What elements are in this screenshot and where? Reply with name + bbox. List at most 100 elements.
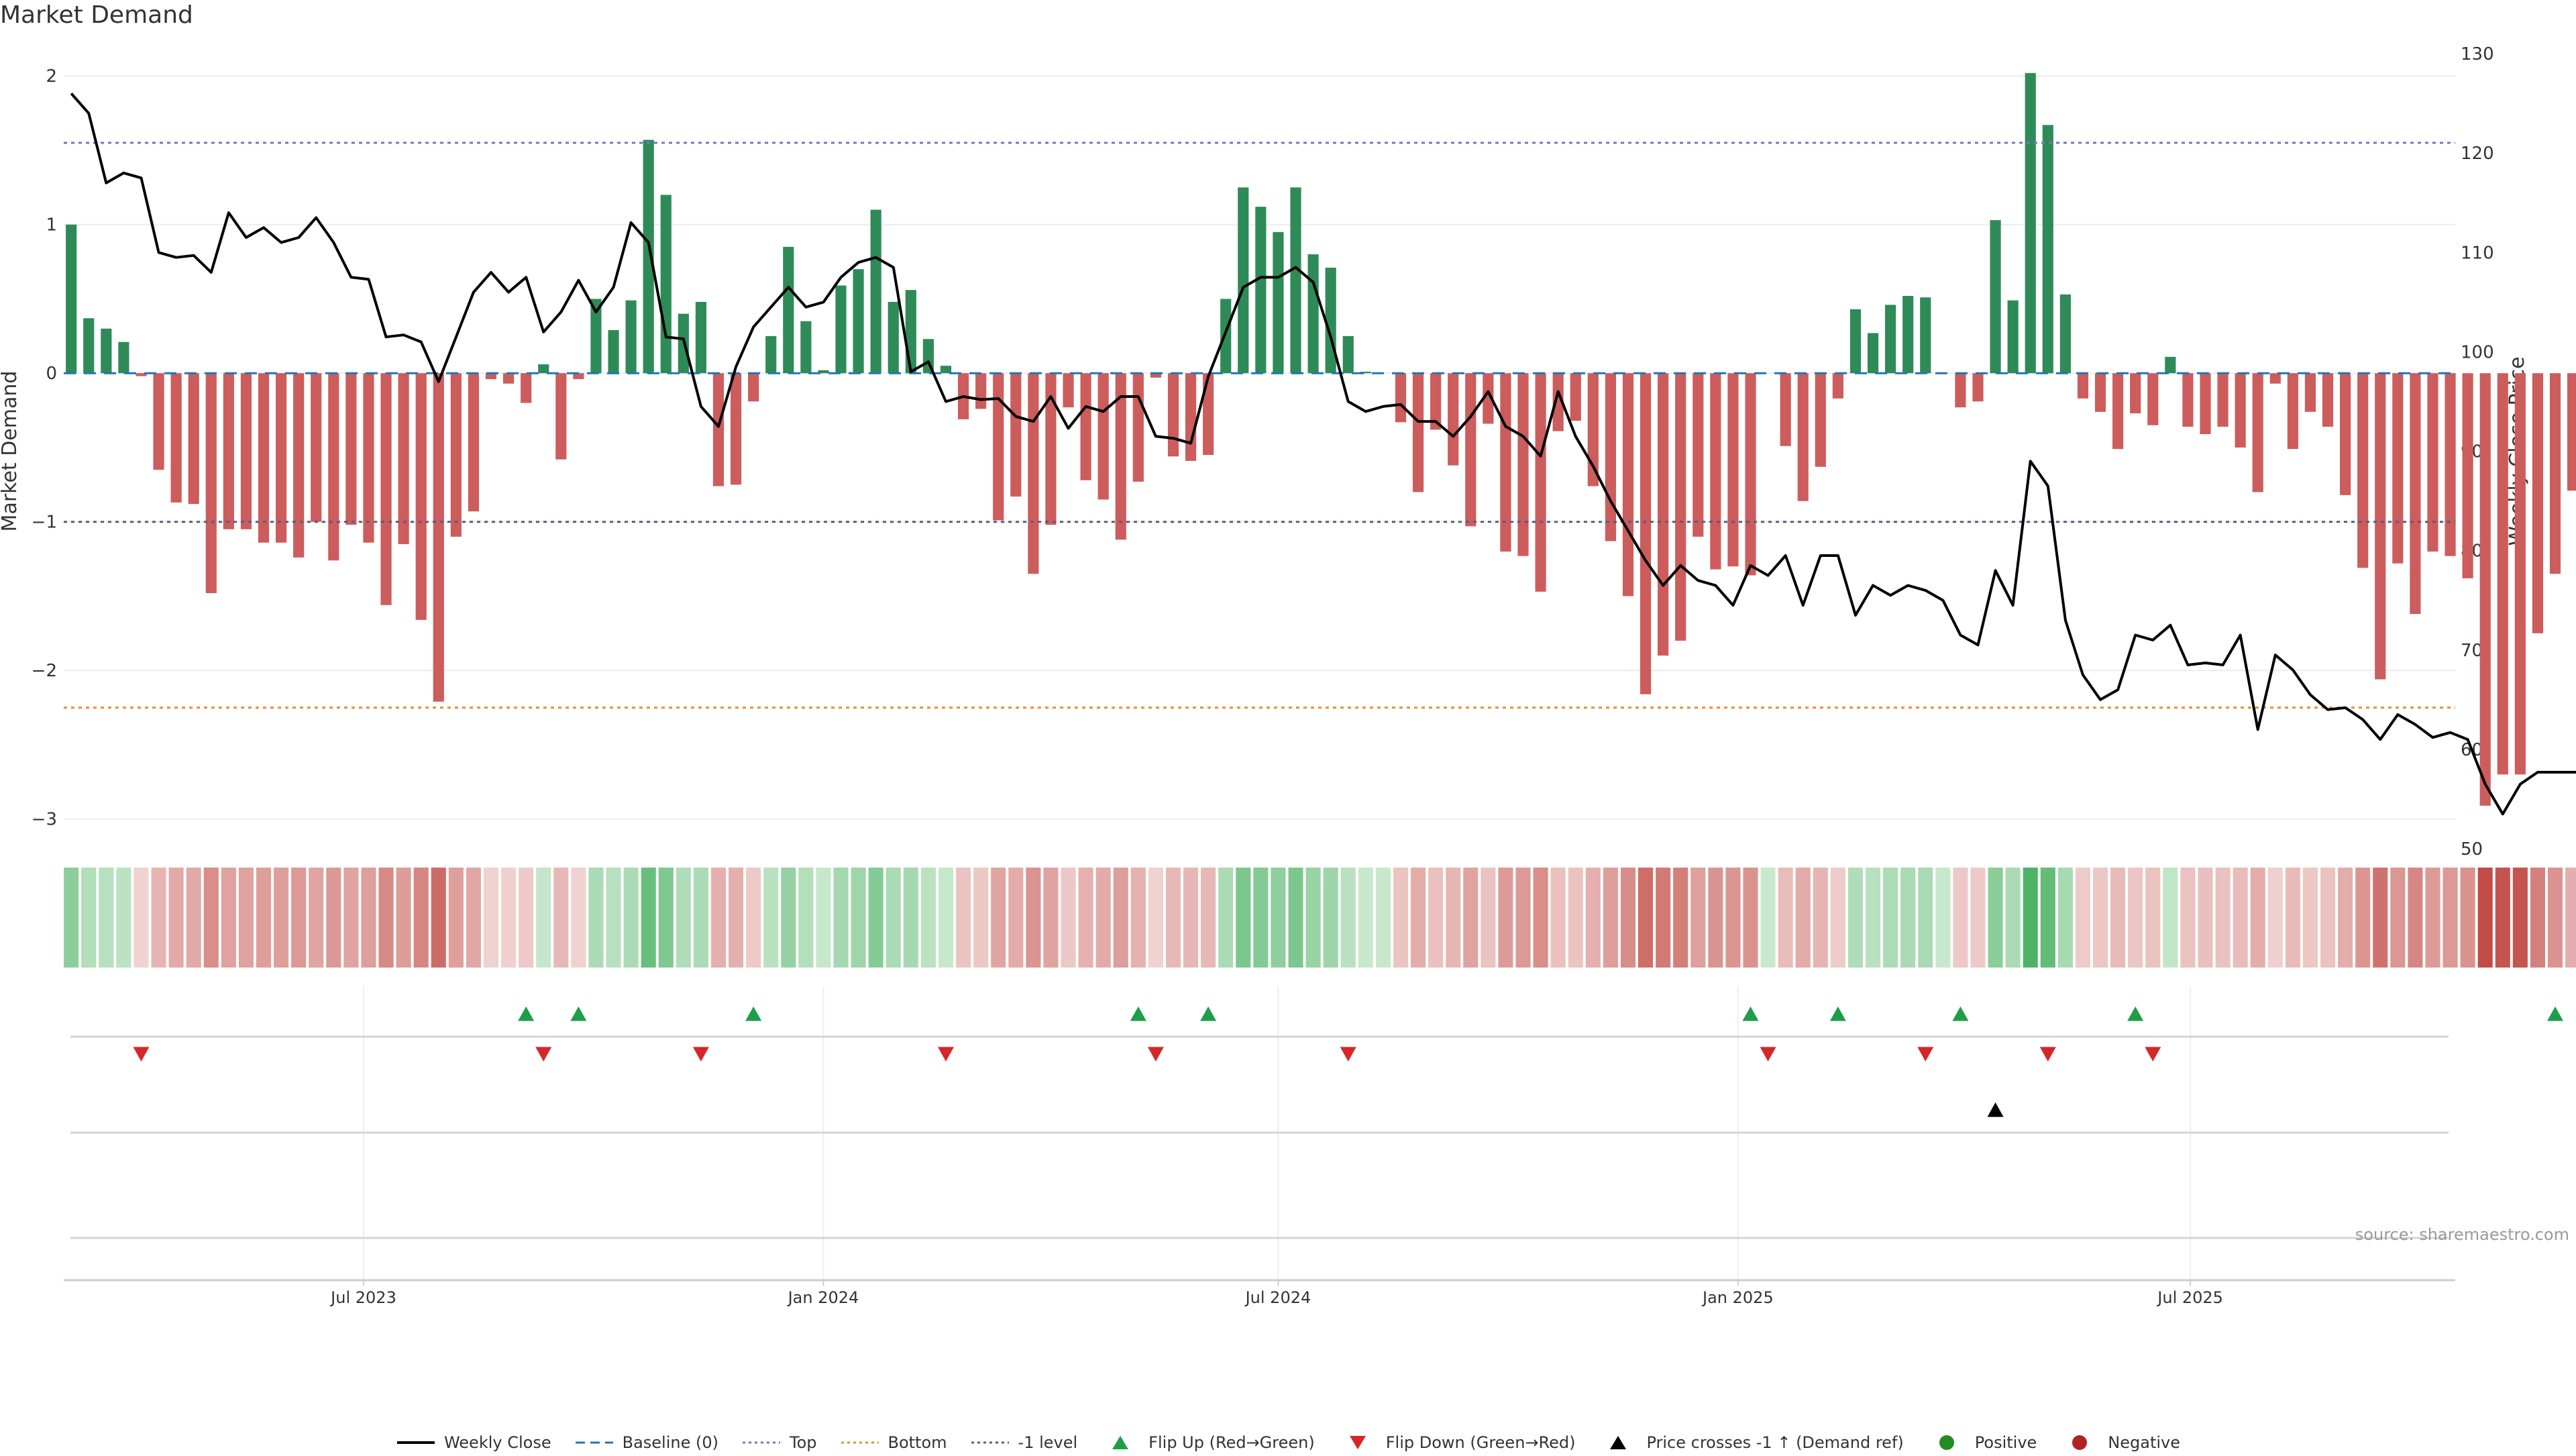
heat-cell	[1778, 868, 1793, 968]
price-cross-marker	[1987, 1102, 2004, 1117]
heat-cell	[1428, 868, 1444, 968]
heat-cell	[378, 868, 394, 968]
demand-bar-negative	[748, 373, 759, 402]
demand-bar-negative	[1167, 373, 1179, 457]
demand-bar-negative	[450, 373, 462, 537]
heat-cell	[1620, 868, 1636, 968]
heat-cell	[973, 868, 989, 968]
legend-symbol	[1939, 1435, 1954, 1450]
heat-cell	[1935, 868, 1951, 968]
heat-cell	[1043, 868, 1059, 968]
demand-bar-negative	[136, 373, 147, 376]
demand-bar-negative	[1203, 373, 1214, 456]
heat-cell	[1305, 868, 1321, 968]
demand-bar-negative	[2077, 373, 2089, 399]
right-tick-label: 110	[2461, 243, 2494, 263]
heat-cell	[2040, 868, 2055, 968]
demand-bar-negative	[1832, 373, 1843, 399]
heat-cell	[571, 868, 586, 968]
heat-cell	[536, 868, 551, 968]
flip-down-marker	[1340, 1047, 1356, 1061]
heat-cell	[81, 868, 97, 968]
left-tick-label: −1	[32, 513, 57, 533]
heat-cell	[2530, 868, 2545, 968]
demand-bar-negative	[415, 373, 427, 620]
demand-bar-negative	[2479, 373, 2491, 806]
heat-cell	[1323, 868, 1338, 968]
demand-bar-negative	[712, 373, 724, 486]
legend-item-top: Top	[741, 1433, 817, 1453]
demand-bar-negative	[240, 373, 252, 529]
demand-bar-positive	[835, 285, 847, 374]
demand-bar-negative	[521, 373, 532, 403]
flip-down-marker	[535, 1047, 552, 1061]
heat-cell	[588, 868, 604, 968]
demand-bar-negative	[433, 373, 444, 702]
heat-cell	[2233, 868, 2248, 968]
flip-up-marker	[1952, 1006, 1969, 1021]
right-tick-label: 50	[2461, 839, 2483, 860]
heat-cell	[501, 868, 517, 968]
demand-bar-negative	[1185, 373, 1197, 461]
heat-cell	[1253, 868, 1269, 968]
heat-cell	[1568, 868, 1583, 968]
demand-bar-positive	[1255, 207, 1267, 374]
legend-label: -1 level	[1018, 1433, 1078, 1452]
flip-up-marker	[1200, 1006, 1217, 1021]
demand-bar-negative	[1640, 373, 1652, 694]
flip-down-marker	[2039, 1047, 2056, 1061]
legend-swatch	[2072, 1435, 2088, 1450]
legend-label: Price crosses -1 ↑ (Demand ref)	[1646, 1433, 1904, 1452]
heat-cell	[151, 868, 166, 968]
demand-bar-negative	[2549, 373, 2561, 574]
heat-cell	[1988, 868, 2003, 968]
heat-cell	[2390, 868, 2406, 968]
demand-bar-negative	[1080, 373, 1091, 480]
heat-cell	[991, 868, 1006, 968]
legend-swatch	[396, 1441, 435, 1444]
demand-bar-negative	[1972, 373, 1984, 402]
heat-cell	[1795, 868, 1811, 968]
demand-bar-negative	[1465, 373, 1477, 527]
demand-bar-negative	[1693, 373, 1704, 537]
demand-bar-positive	[66, 224, 77, 374]
heat-cell	[203, 868, 219, 968]
demand-bar-positive	[1360, 372, 1371, 374]
demand-bar-negative	[2112, 373, 2124, 450]
demand-bar-negative	[2322, 373, 2334, 427]
demand-bar-positive	[853, 269, 864, 374]
demand-bar-positive	[1238, 187, 1249, 374]
heat-cell	[99, 868, 114, 968]
heat-cell	[693, 868, 708, 968]
legend-item-negative: Negative	[2059, 1433, 2180, 1453]
demand-bar-negative	[1500, 373, 1511, 552]
heat-cell	[1148, 868, 1163, 968]
left-tick-label: 0	[46, 364, 57, 384]
heat-cell	[2145, 868, 2161, 968]
demand-bar-positive	[800, 321, 812, 374]
demand-bar-negative	[1605, 373, 1616, 541]
demand-bar-positive	[940, 366, 952, 374]
x-tick-label: Jul 2025	[2156, 1288, 2223, 1307]
demand-bar-positive	[590, 299, 602, 374]
x-tick-label: Jul 2023	[329, 1288, 396, 1307]
demand-bar-negative	[1045, 373, 1057, 525]
demand-bar-negative	[2375, 373, 2386, 680]
demand-bar-negative	[1448, 373, 1459, 466]
heat-cell	[1375, 868, 1391, 968]
demand-bar-positive	[695, 301, 707, 374]
heat-cell	[606, 868, 621, 968]
heat-cell	[448, 868, 464, 968]
demand-bar-negative	[1675, 373, 1686, 641]
heat-cell	[2285, 868, 2300, 968]
legend-item-bottom: Bottom	[840, 1433, 947, 1453]
flip-up-marker	[745, 1006, 762, 1021]
heat-cell	[868, 868, 883, 968]
heat-cell	[1236, 868, 1251, 968]
heat-cell	[956, 868, 971, 968]
demand-bar-negative	[485, 373, 497, 380]
chart-title: Market Demand	[0, 1, 193, 29]
heat-cell	[1288, 868, 1303, 968]
demand-bar-negative	[258, 373, 270, 543]
demand-bar-negative	[2497, 373, 2508, 775]
